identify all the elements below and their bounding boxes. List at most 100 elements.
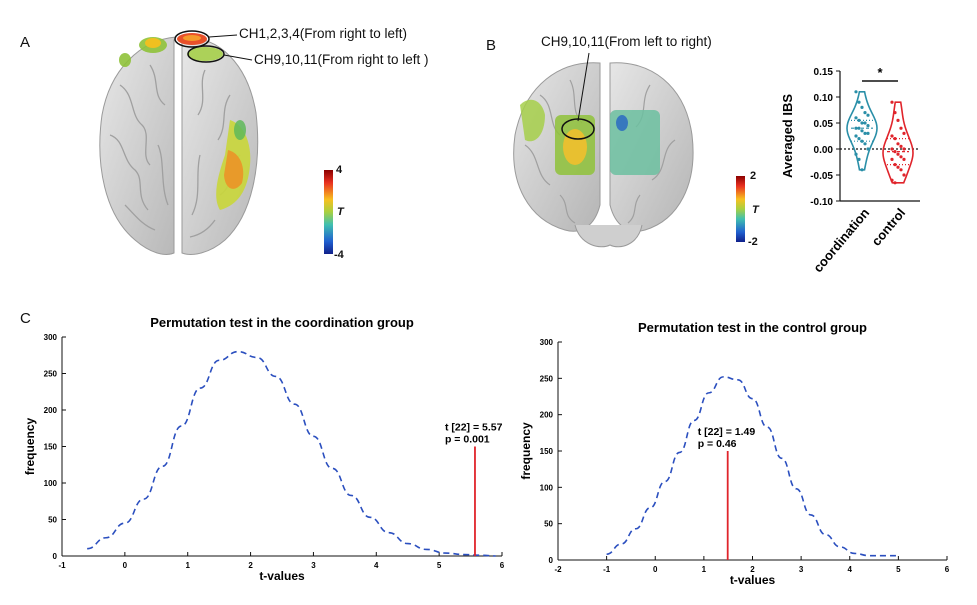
violin-point — [890, 157, 894, 161]
violin-point — [857, 157, 861, 161]
x-tick-label: 4 — [374, 561, 379, 570]
violin-point — [893, 163, 897, 167]
violin-point — [863, 111, 867, 115]
y-tick-label: 150 — [540, 447, 554, 456]
x-tick-label: 0 — [653, 565, 658, 574]
activation-blob — [520, 99, 545, 142]
violin-point — [863, 121, 867, 125]
violin-point — [896, 152, 900, 156]
callout-leader — [223, 54, 253, 61]
callout-b-label: CH9,10,11(From left to right) — [541, 34, 712, 49]
violin-point — [854, 152, 858, 156]
x-tick-label: 5 — [896, 565, 901, 574]
violin-point — [860, 168, 864, 172]
y-tick-label: 200 — [44, 406, 58, 415]
violin-chart: 0.15 0.10 0.05 0.00 -0.05 -0.10 Averaged IBS * c… — [780, 65, 920, 275]
y-axis-label: Averaged IBS — [780, 94, 795, 178]
y-tick-label: 200 — [540, 411, 554, 420]
violin-point — [899, 168, 903, 172]
violin-point — [902, 147, 906, 151]
violin-point — [893, 137, 897, 141]
violin-point — [857, 118, 861, 122]
y-tick-label: 300 — [540, 338, 554, 347]
violin-point — [890, 134, 894, 138]
colorbar-gradient — [736, 176, 745, 242]
violin-point — [896, 118, 900, 122]
y-axis-label: frequency — [23, 418, 37, 476]
x-tick-label: 3 — [799, 565, 804, 574]
violin-point — [854, 116, 858, 120]
violin-point — [893, 181, 897, 185]
violin-point — [857, 137, 861, 141]
violin-point — [860, 139, 864, 143]
activation-blob — [224, 150, 244, 189]
x-tick-label: 2 — [248, 561, 253, 570]
x-tick-label: -2 — [554, 565, 562, 574]
violin-point — [860, 129, 864, 133]
annotation-p: p = 0.001 — [445, 434, 490, 446]
callout-ch1-4-label: CH1,2,3,4(From right to left) — [239, 26, 408, 41]
x-tick-label: 2 — [750, 565, 755, 574]
violin-point — [866, 113, 870, 117]
violin-point — [857, 126, 861, 130]
colorbar-b-max: 2 — [750, 170, 757, 182]
callout-leader — [208, 34, 238, 38]
panel-label-a: A — [20, 34, 31, 51]
y-tick-label: 0 — [53, 552, 58, 561]
annotation-t: t [22] = 5.57 — [445, 422, 503, 434]
colorbar-a-label: T — [337, 206, 344, 218]
chart-title: Permutation test in the coordination gro… — [150, 315, 414, 330]
y-tick-label: 0.10 — [814, 93, 834, 104]
y-axis-label: frequency — [519, 422, 533, 480]
violin-point — [893, 150, 897, 154]
x-tick-label: 1 — [702, 565, 707, 574]
activation-blob — [187, 47, 223, 61]
brain-front-view — [513, 52, 694, 248]
colorbar-a-max: 4 — [336, 164, 343, 176]
activation-blob — [616, 115, 628, 131]
violin-point — [902, 131, 906, 135]
violin-point — [893, 111, 897, 115]
x-axis-label: t-values — [730, 573, 776, 587]
null-distribution-curve — [87, 350, 496, 557]
callout-ellipse-ch1-4 — [174, 30, 210, 48]
violin-point — [896, 142, 900, 146]
violin-point — [899, 126, 903, 130]
activation-blob — [563, 129, 587, 165]
y-tick-label: 50 — [48, 516, 57, 525]
x-tick-label: 6 — [500, 561, 505, 570]
violin-point — [866, 124, 870, 128]
violin-point — [854, 126, 858, 130]
y-tick-label: 0.15 — [814, 67, 834, 78]
y-tick-label: 0 — [549, 556, 554, 565]
y-tick-label: 300 — [44, 333, 58, 342]
y-tick-label: 150 — [44, 443, 58, 452]
violin-point — [863, 131, 867, 135]
chart-title: Permutation test in the control group — [638, 320, 867, 335]
violin-point — [854, 90, 858, 94]
violin-point — [896, 165, 900, 169]
colorbar-gradient — [324, 170, 333, 254]
colorbar-a — [324, 170, 333, 254]
violin-point — [890, 147, 894, 151]
y-tick-label: 250 — [44, 370, 58, 379]
violin-point — [890, 178, 894, 182]
x-tick-label: 0 — [123, 561, 128, 570]
x-tick-label: 6 — [945, 565, 950, 574]
panel-label-c: C — [20, 310, 31, 327]
x-category-label: coordination — [810, 205, 872, 275]
violin-point — [866, 131, 870, 135]
brain-right-hemisphere — [179, 36, 259, 255]
significance-marker: * — [877, 65, 883, 80]
violin-point — [902, 173, 906, 177]
colorbar-a-min: -4 — [334, 249, 344, 261]
brain-left-hemisphere — [99, 36, 177, 255]
y-tick-label: 50 — [544, 520, 553, 529]
activation-blob — [183, 35, 201, 41]
x-tick-label: 4 — [848, 565, 853, 574]
violin-point — [860, 121, 864, 125]
callout-ch9-11-label: CH9,10,11(From right to left ) — [254, 52, 429, 67]
violin-control — [882, 101, 914, 184]
activation-blob — [145, 38, 161, 48]
y-tick-label: 0.00 — [814, 145, 834, 156]
